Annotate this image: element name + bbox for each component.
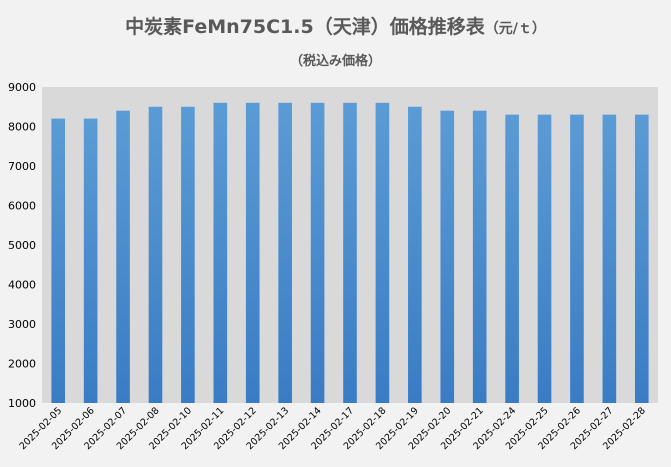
y-tick-label: 6000: [8, 200, 36, 213]
y-tick-label: 8000: [8, 121, 36, 134]
bar: [602, 114, 617, 404]
title-text: 中炭素FeMn75C1.5（天津）価格推移表: [125, 16, 485, 38]
bar: [213, 102, 228, 404]
bar: [245, 102, 260, 404]
y-tick-label: 7000: [8, 160, 36, 173]
bar: [310, 102, 325, 404]
y-tick-label: 5000: [8, 239, 36, 252]
bar: [408, 106, 422, 403]
chart-subtitle: （税込み価格）: [289, 54, 381, 69]
bar: [181, 106, 195, 403]
bar: [278, 102, 292, 404]
bar: [440, 110, 455, 403]
bar: [116, 110, 130, 403]
bar: [472, 110, 487, 403]
bar: [570, 114, 584, 404]
chart-title: 中炭素FeMn75C1.5（天津）価格推移表（元/ｔ）: [0, 12, 671, 39]
y-tick-label: 3000: [8, 318, 36, 331]
bar: [343, 102, 357, 404]
bar: [83, 118, 98, 403]
bar: [505, 114, 519, 404]
bar: [634, 114, 649, 404]
y-tick-label: 1000: [8, 397, 36, 410]
bar: [537, 114, 552, 404]
y-tick-label: 9000: [8, 81, 36, 94]
bar: [148, 106, 163, 403]
y-tick-label: 4000: [8, 279, 36, 292]
bar: [375, 102, 390, 404]
y-tick-label: 2000: [8, 358, 36, 371]
bar: [51, 118, 66, 403]
title-unit: （元/ｔ）: [484, 21, 546, 37]
